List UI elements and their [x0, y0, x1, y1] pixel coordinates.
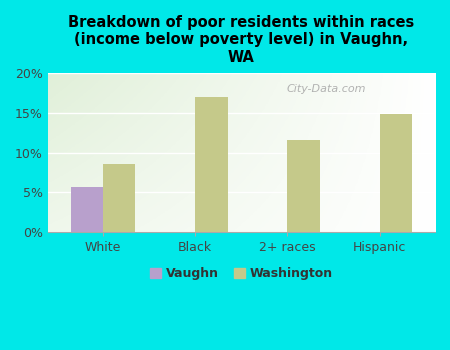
Bar: [288, 140, 320, 232]
Bar: [103, 164, 135, 232]
Text: City-Data.com: City-Data.com: [287, 84, 366, 94]
Legend: Vaughn, Washington: Vaughn, Washington: [149, 267, 333, 280]
Bar: [71, 187, 103, 232]
Bar: [380, 114, 412, 232]
Bar: [195, 97, 228, 232]
Title: Breakdown of poor residents within races
(income below poverty level) in Vaughn,: Breakdown of poor residents within races…: [68, 15, 414, 65]
